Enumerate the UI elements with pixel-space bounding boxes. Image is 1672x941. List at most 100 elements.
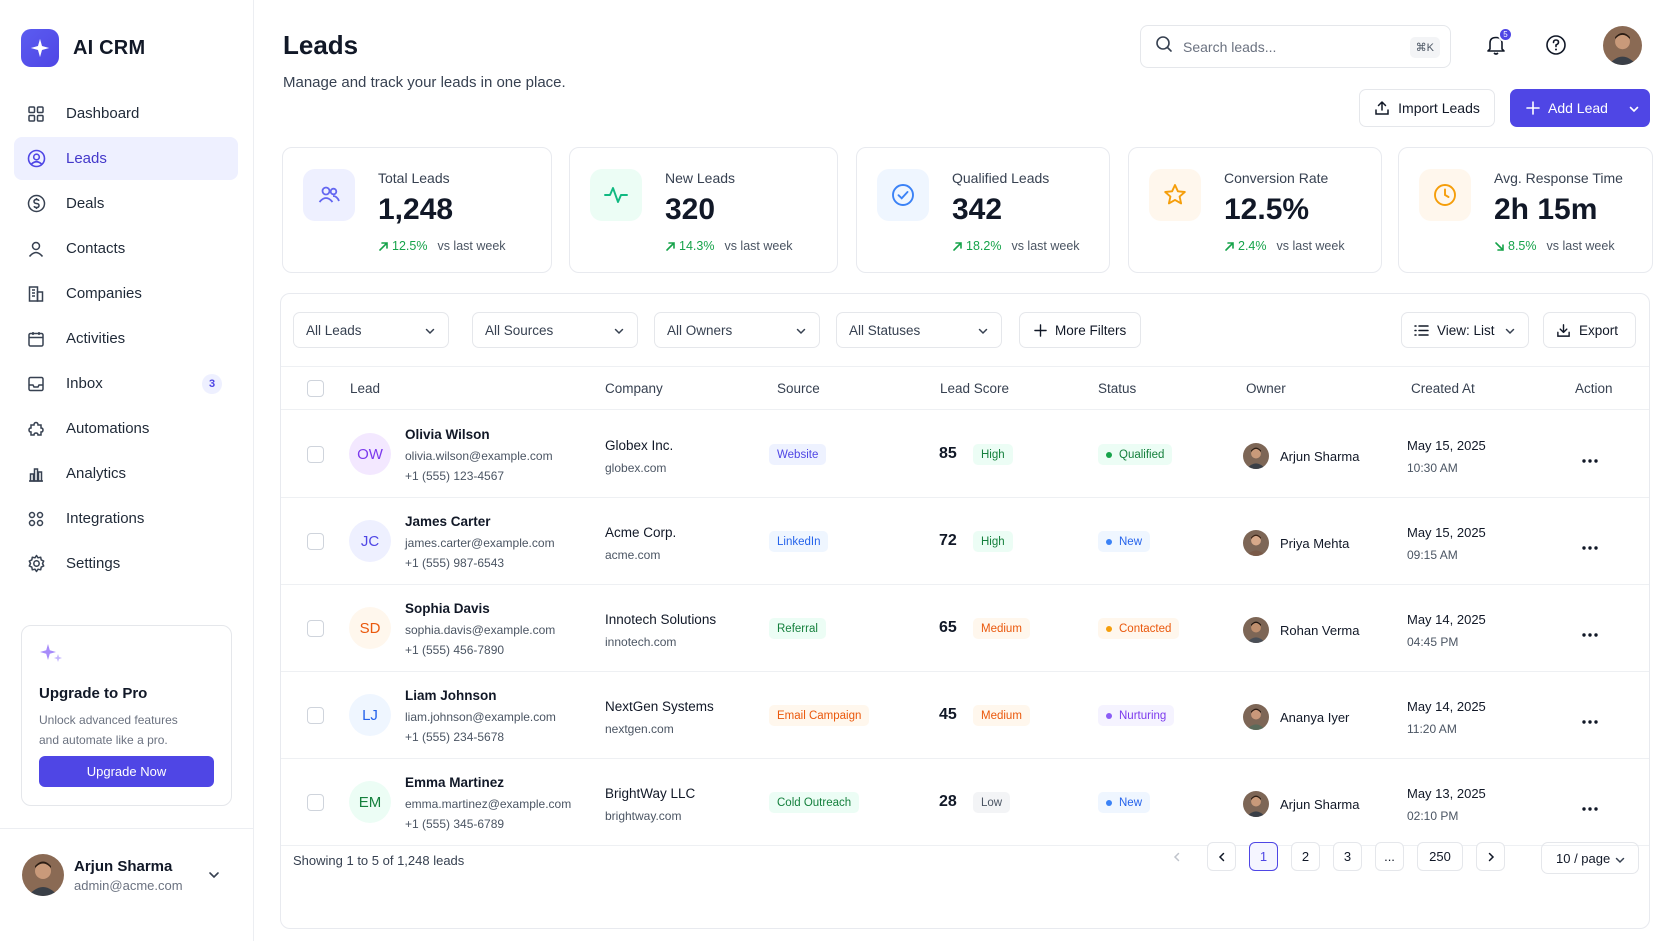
help-button[interactable] <box>1545 34 1567 61</box>
status-dot <box>1106 799 1112 806</box>
page-button-3[interactable]: 3 <box>1333 842 1362 871</box>
app-name: AI CRM <box>73 36 146 59</box>
page-button-2[interactable]: 2 <box>1291 842 1320 871</box>
bar-chart-icon <box>26 464 46 484</box>
company-domain: brightway.com <box>605 809 682 823</box>
sidebar-item-companies[interactable]: Companies <box>14 272 238 315</box>
sidebar-item-activities[interactable]: Activities <box>14 317 238 360</box>
sidebar-item-automations[interactable]: Automations <box>14 407 238 450</box>
search-box[interactable]: ⌘K <box>1140 25 1451 68</box>
sidebar-item-label: Activities <box>66 330 126 347</box>
add-lead-button[interactable]: Add Lead <box>1510 89 1650 127</box>
sidebar-item-inbox[interactable]: Inbox 3 <box>14 362 238 405</box>
sidebar-item-label: Settings <box>66 555 121 572</box>
created-date: May 15, 2025 <box>1407 525 1486 540</box>
sidebar-item-contacts[interactable]: Contacts <box>14 227 238 270</box>
sidebar-item-label: Dashboard <box>66 105 140 122</box>
sidebar-item-integrations[interactable]: Integrations <box>14 497 238 540</box>
column-owner[interactable]: Owner <box>1246 381 1286 396</box>
table-row[interactable]: OW Olivia Wilson olivia.wilson@example.com… <box>281 411 1649 498</box>
next-page-button[interactable] <box>1476 842 1505 871</box>
search-icon <box>1155 35 1173 58</box>
status-label: New <box>1119 796 1143 809</box>
more-filters-button[interactable]: More Filters <box>1019 312 1141 348</box>
upgrade-now-button[interactable]: Upgrade Now <box>39 756 214 787</box>
row-checkbox[interactable] <box>307 620 324 637</box>
lead-name[interactable]: James Carter <box>405 514 491 529</box>
created-date: May 15, 2025 <box>1407 438 1486 453</box>
chevron-down-icon[interactable] <box>1628 102 1640 118</box>
sidebar: AI CRM Dashboard Leads Deals Contacts Compan… <box>0 0 254 941</box>
sidebar-item-analytics[interactable]: Analytics <box>14 452 238 495</box>
search-input[interactable] <box>1183 38 1403 55</box>
status-label: Contacted <box>1119 622 1172 635</box>
page-button-250[interactable]: 250 <box>1417 842 1463 871</box>
chevron-down-icon <box>613 325 625 340</box>
more-actions-icon[interactable] <box>1581 625 1599 643</box>
stat-card-avg-response-time: Avg. Response Time 2h 15m 8.5% vs last week <box>1398 147 1653 273</box>
filter-sources[interactable]: All Sources <box>472 312 638 348</box>
check-circle-icon <box>877 169 929 221</box>
profile-avatar[interactable] <box>1603 26 1642 65</box>
calendar-icon <box>26 329 46 349</box>
score-level-badge: High <box>973 531 1013 552</box>
lead-name[interactable]: Sophia Davis <box>405 601 490 616</box>
column-source[interactable]: Source <box>777 381 820 396</box>
lead-name[interactable]: Olivia Wilson <box>405 427 490 442</box>
column-created-at[interactable]: Created At <box>1411 381 1475 396</box>
column-lead[interactable]: Lead <box>350 381 381 396</box>
row-checkbox[interactable] <box>307 446 324 463</box>
trend-up-icon <box>378 241 389 252</box>
sidebar-item-settings[interactable]: Settings <box>14 542 238 585</box>
table-row[interactable]: SD Sophia Davis sophia.davis@example.com +1… <box>281 585 1649 672</box>
dollar-circle-icon <box>26 194 46 214</box>
row-checkbox[interactable] <box>307 794 324 811</box>
more-actions-icon[interactable] <box>1581 799 1599 817</box>
stat-card-new-leads: New Leads 320 14.3% vs last week <box>569 147 838 273</box>
export-button[interactable]: Export <box>1543 312 1636 348</box>
view-toggle[interactable]: View: List <box>1401 312 1529 348</box>
prev-page-button[interactable] <box>1207 842 1236 871</box>
row-checkbox[interactable] <box>307 707 324 724</box>
source-badge: Referral <box>769 618 826 639</box>
company-domain: innotech.com <box>605 635 677 649</box>
chevron-down-icon[interactable] <box>207 868 221 887</box>
lead-name[interactable]: Liam Johnson <box>405 688 497 703</box>
page-button-1[interactable]: 1 <box>1249 842 1278 871</box>
avatar <box>1243 791 1269 817</box>
plus-icon <box>1034 323 1047 337</box>
sidebar-item-leads[interactable]: Leads <box>14 137 238 180</box>
chevron-down-icon <box>1504 325 1516 340</box>
plus-icon <box>1526 101 1540 115</box>
column-lead-score[interactable]: Lead Score <box>940 381 1010 396</box>
select-all-checkbox[interactable] <box>307 380 324 397</box>
per-page-select[interactable]: 10 / page <box>1541 842 1639 874</box>
filter-leads[interactable]: All Leads <box>293 312 449 348</box>
first-page-icon[interactable] <box>1171 850 1183 868</box>
lead-name[interactable]: Emma Martinez <box>405 775 505 790</box>
sidebar-item-deals[interactable]: Deals <box>14 182 238 225</box>
column-company[interactable]: Company <box>605 381 663 396</box>
user-menu[interactable]: Arjun Sharma admin@acme.com <box>22 854 219 896</box>
more-actions-icon[interactable] <box>1581 451 1599 469</box>
brand[interactable]: AI CRM <box>21 29 145 67</box>
page-ellipsis[interactable]: ... <box>1375 842 1404 871</box>
table-row[interactable]: JC James Carter james.carter@example.com +1… <box>281 498 1649 585</box>
table-row[interactable]: EM Emma Martinez emma.martinez@example.com… <box>281 759 1649 846</box>
filter-owners[interactable]: All Owners <box>654 312 820 348</box>
owner-name: Arjun Sharma <box>1280 449 1360 464</box>
sidebar-item-dashboard[interactable]: Dashboard <box>14 92 238 135</box>
table-row[interactable]: LJ Liam Johnson liam.johnson@example.com +1… <box>281 672 1649 759</box>
company-name: Globex Inc. <box>605 438 674 453</box>
lead-email: liam.johnson@example.com <box>405 710 556 724</box>
filter-leads-label: All Leads <box>306 322 362 338</box>
import-leads-button[interactable]: Import Leads <box>1359 89 1495 127</box>
chevron-down-icon <box>977 325 989 340</box>
more-actions-icon[interactable] <box>1581 712 1599 730</box>
column-status[interactable]: Status <box>1098 381 1137 396</box>
more-actions-icon[interactable] <box>1581 538 1599 556</box>
notifications-button[interactable]: 5 <box>1485 27 1513 61</box>
filter-statuses[interactable]: All Statuses <box>836 312 1002 348</box>
row-checkbox[interactable] <box>307 533 324 550</box>
lead-phone: +1 (555) 234-5678 <box>405 730 505 744</box>
